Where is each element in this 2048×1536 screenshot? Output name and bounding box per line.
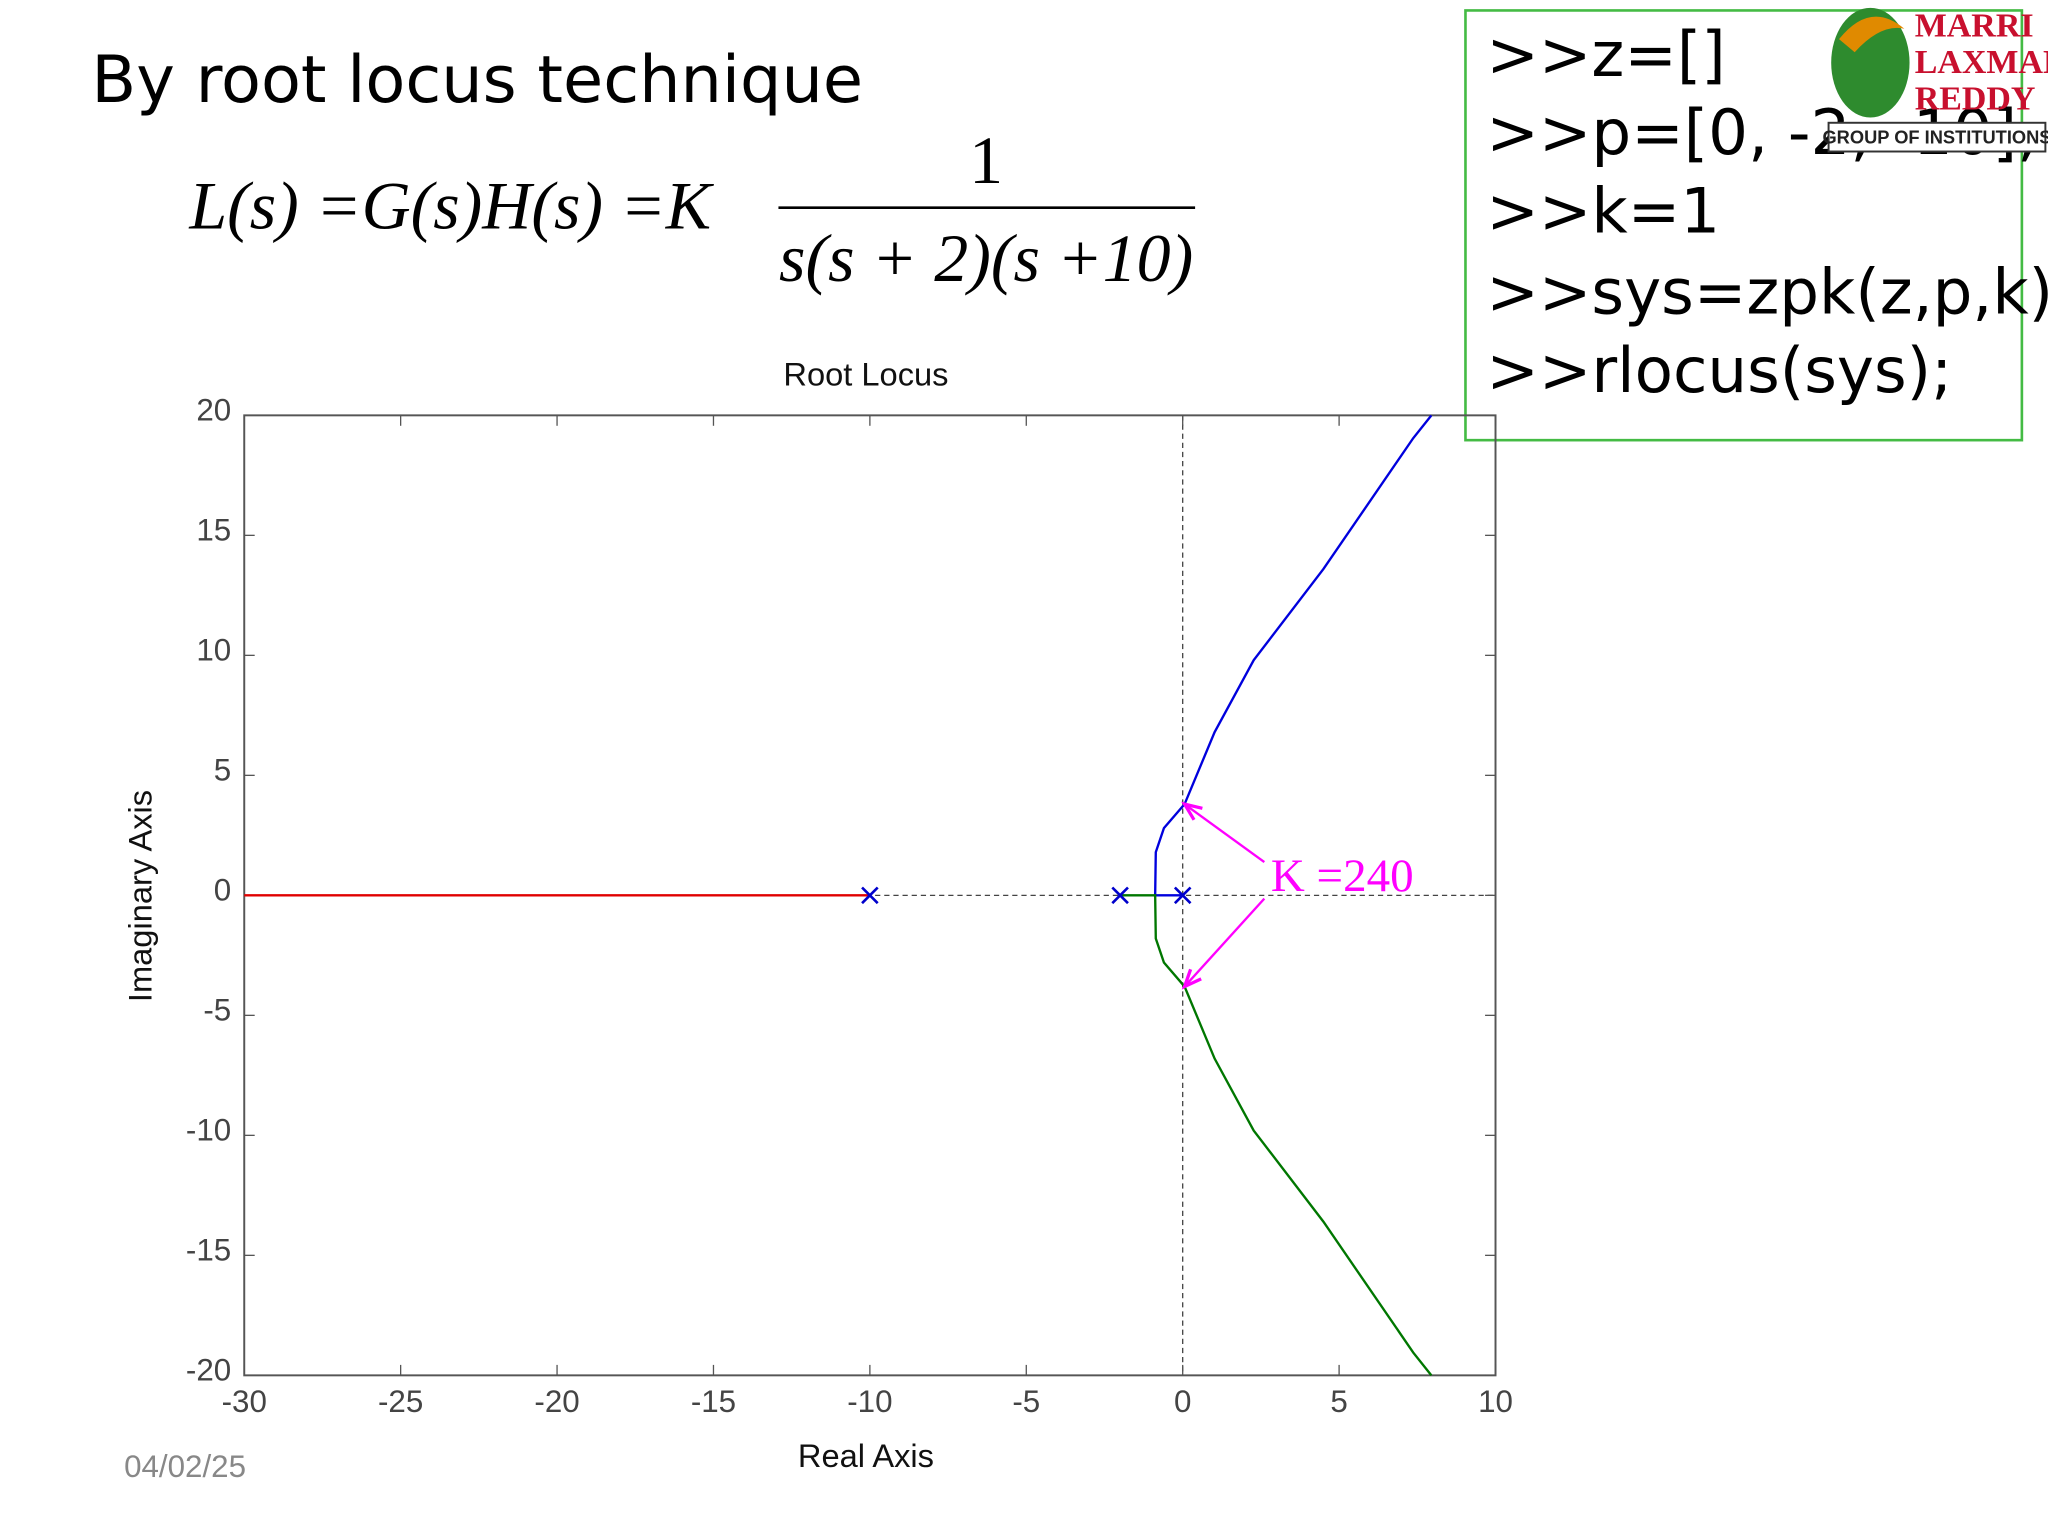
plot: -30 -25 -20 -15 -10 -5 0 5 10 -20 -15 -10 -5 0 5 10 15 20… <box>186 393 1513 1419</box>
logo-tag-box <box>1827 121 2047 153</box>
arrow-head <box>1181 968 1202 990</box>
pole-marker <box>861 886 879 905</box>
y-tick-label: -5 <box>203 993 231 1028</box>
code-line: >>sys=zpk(z,p,k); <box>1486 255 2048 328</box>
x-tick-label: -25 <box>378 1384 423 1419</box>
x-axis-label: Real Axis <box>798 1437 934 1474</box>
logo-tagline: GROUP OF INSTITUTIONS <box>1822 127 2048 148</box>
x-tick-label: -10 <box>847 1384 892 1419</box>
y-tick-label: 0 <box>214 873 231 908</box>
equation-lhs: L(s) =G(s)H(s) =K <box>188 168 714 244</box>
x-tick-label: 10 <box>1478 1384 1513 1419</box>
annotation-arrow <box>1183 897 1266 988</box>
y-axis-label: Imaginary Axis <box>122 790 159 1002</box>
x-tick-label: 0 <box>1174 1384 1191 1419</box>
y-tick-label: 5 <box>214 753 231 788</box>
y-tick-label: 15 <box>196 513 231 548</box>
pole-marker <box>1173 886 1192 905</box>
x-tick-label: -30 <box>222 1384 267 1419</box>
pole-marker <box>1111 886 1129 905</box>
code-box <box>1464 9 2024 442</box>
logo-text: REDDY <box>1915 81 2036 118</box>
y-tick-label: -10 <box>186 1113 231 1148</box>
logo-emblem-accent <box>1839 16 1905 53</box>
equation-numerator: 1 <box>969 122 1003 198</box>
logo-text: MARRI <box>1915 8 2034 45</box>
x-tick-label: 5 <box>1330 1384 1347 1419</box>
equation-denominator: s(s + 2)(s +10) <box>779 220 1193 296</box>
y-tick-label: -20 <box>186 1353 231 1388</box>
code-line: >>rlocus(sys); <box>1486 334 1952 407</box>
arrow-head <box>1181 801 1203 821</box>
y-tick-label: 20 <box>196 393 231 428</box>
chart-title: Root Locus <box>783 355 948 392</box>
x-tick-label: -15 <box>691 1384 736 1419</box>
annotation: K =240 <box>1271 850 1414 902</box>
slide-title: By root locus technique <box>91 42 863 118</box>
code-line: >>k=1 <box>1486 174 1720 247</box>
slide-date: 04/02/25 <box>124 1449 246 1484</box>
locus-branch <box>1153 414 1433 897</box>
code-line: >>z=[] <box>1486 18 1725 91</box>
x-tick-label: -20 <box>534 1384 579 1419</box>
annotation-arrow <box>1183 803 1266 863</box>
x-tick-label: -5 <box>1012 1384 1040 1419</box>
logo: MARRI LAXMAN REDDY GROUP OF INSTITUTIONS <box>1822 8 2048 153</box>
y-tick-label: 10 <box>196 633 231 668</box>
locus-branch <box>1120 894 1433 1377</box>
logo-text: LAXMAN <box>1915 44 2048 81</box>
y-tick-label: -15 <box>186 1233 231 1268</box>
